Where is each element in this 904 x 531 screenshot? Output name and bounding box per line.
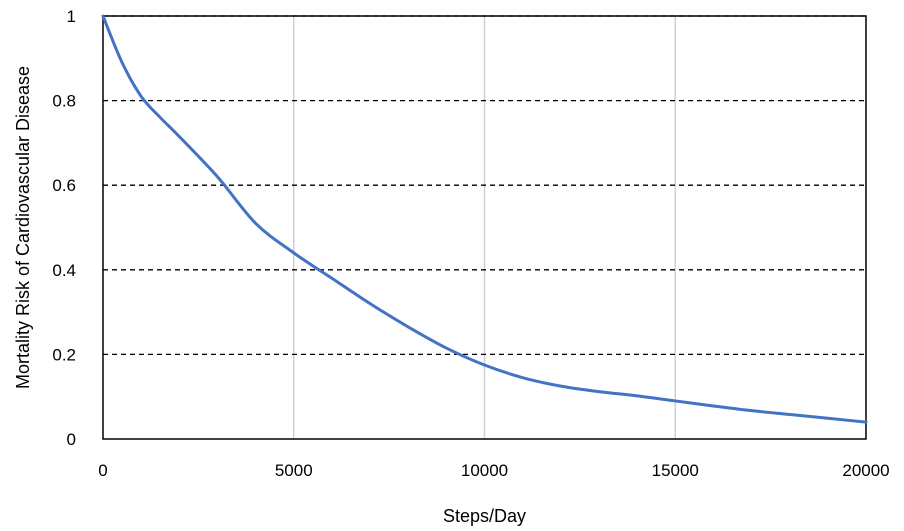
y-tick-label: 0.4	[52, 261, 76, 280]
x-tick-label: 10000	[461, 461, 508, 480]
y-tick-label: 0.6	[52, 176, 76, 195]
y-tick-labels: 0 0.2 0.4 0.6 0.8 1	[52, 7, 76, 449]
plot-area-frame	[102, 15, 867, 440]
vertical-gridlines	[293, 16, 676, 439]
y-tick-label: 0.2	[52, 345, 76, 364]
y-tick-label: 0.8	[52, 92, 76, 111]
x-tick-label: 5000	[275, 461, 313, 480]
x-tick-label: 0	[98, 461, 107, 480]
y-axis-title: Mortality Risk of Cardiovascular Disease	[13, 66, 33, 389]
y-tick-label: 1	[67, 7, 76, 26]
x-axis-title: Steps/Day	[443, 506, 526, 526]
x-tick-label: 20000	[842, 461, 889, 480]
x-tick-labels: 0 5000 10000 15000 20000	[98, 461, 889, 480]
x-tick-label: 15000	[652, 461, 699, 480]
series-line	[101, 14, 868, 424]
y-tick-label: 0	[67, 430, 76, 449]
